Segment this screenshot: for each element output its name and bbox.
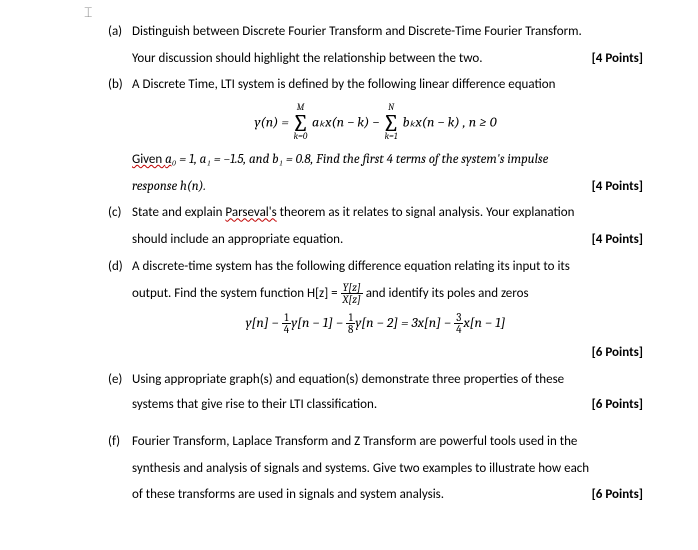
points-f: [6 Points] xyxy=(592,483,643,508)
eqd-p3: y[n − 2] = 3x[n] − xyxy=(355,314,454,331)
a0-wavy: a₀ xyxy=(165,152,176,167)
points-d: [6 Points] xyxy=(108,341,643,366)
eq-b-lhs: y(n) = xyxy=(254,113,292,130)
text-f-line1: Fourier Transform, Laplace Transform and… xyxy=(132,430,643,455)
eqd-f1: 14 xyxy=(282,312,291,335)
given-rest: = 1, a₁ = −1.5, and b₁ = 0.8, Find the f… xyxy=(176,152,548,167)
text-c-line2: [4 Points] should include an appropriate… xyxy=(108,228,643,253)
points-b: [4 Points] xyxy=(592,175,643,200)
label-c: (c) xyxy=(108,201,132,226)
label-f: (f) xyxy=(108,430,132,455)
eqd-p1: y[n] − xyxy=(246,314,282,331)
text-f-line3-content: of these transforms are used in signals … xyxy=(132,487,444,502)
question-c: (c) State and explain Parseval's theorem… xyxy=(108,201,643,226)
spacer xyxy=(108,416,643,430)
c-post: theorem as it relates to signal analysis… xyxy=(277,205,575,220)
eq-b-term1: aₖx(n − k) − xyxy=(312,113,382,130)
points-a: [4 Points] xyxy=(592,47,643,72)
text-c-line2-content: should include an appropriate equation. xyxy=(132,232,343,247)
f2d: 8 xyxy=(346,323,355,335)
text-f-line3: [6 Points] of these transforms are used … xyxy=(108,483,643,508)
label-b: (b) xyxy=(108,73,132,98)
eqd-p2: y[n − 1] − xyxy=(291,314,346,331)
label-a: (a) xyxy=(108,20,132,45)
eq-b-sum1: M ∑ k=0 xyxy=(292,104,309,142)
f2n: 1 xyxy=(346,312,355,323)
eq-b-term2: bₖx(n − k) , n ≥ 0 xyxy=(403,113,497,130)
text-a-line2: [4 Points] Your discussion should highli… xyxy=(108,47,643,72)
question-e: (e) Using appropriate graph(s) and equat… xyxy=(108,368,643,393)
eqd-f2: 18 xyxy=(346,312,355,335)
question-a: (a) Distinguish between Discrete Fourier… xyxy=(108,20,643,45)
text-b-line1: A Discrete Time, LTI system is defined b… xyxy=(132,73,643,98)
d-frac: Y[z]X[z] xyxy=(341,282,363,305)
text-b-line3-content: response h(n). xyxy=(132,179,206,194)
text-d-line2: output. Find the system function H[z] = … xyxy=(108,282,643,307)
eqd-p4: x[n − 1] xyxy=(463,314,505,331)
text-e-line1: Using appropriate graph(s) and equation(… xyxy=(132,368,643,393)
question-f: (f) Fourier Transform, Laplace Transform… xyxy=(108,430,643,455)
text-b-given: Given a₀ = 1, a₁ = −1.5, and b₁ = 0.8, F… xyxy=(108,148,643,173)
c-pre: State and explain xyxy=(132,205,225,220)
label-d: (d) xyxy=(108,255,132,280)
f1n: 1 xyxy=(282,312,291,323)
points-e: [6 Points] xyxy=(592,395,643,415)
given-wavy: Given xyxy=(132,152,165,167)
d-frac-d: X[z] xyxy=(341,293,363,305)
sum2-bot: k=1 xyxy=(383,133,400,142)
ruler-marker: ⌶ xyxy=(84,0,92,27)
label-e: (e) xyxy=(108,368,132,393)
equation-b: y(n) = M ∑ k=0 aₖx(n − k) − N ∑ k=1 bₖx(… xyxy=(108,104,643,142)
points-c: [4 Points] xyxy=(592,228,643,253)
text-e-line2-content: systems that give rise to their LTI clas… xyxy=(132,397,377,412)
d-l2-post: and identify its poles and zeros xyxy=(363,286,529,301)
text-c-line1: State and explain Parseval's theorem as … xyxy=(132,201,643,226)
d-l2-pre: output. Find the system function H[z] = xyxy=(132,286,341,301)
question-d: (d) A discrete-time system has the follo… xyxy=(108,255,643,280)
text-a-line1: Distinguish between Discrete Fourier Tra… xyxy=(132,20,643,45)
eq-b-sum2: N ∑ k=1 xyxy=(383,104,400,142)
text-a-line2-content: Your discussion should highlight the rel… xyxy=(132,51,483,66)
c-wavy: Parseval's xyxy=(225,205,276,220)
question-b: (b) A Discrete Time, LTI system is defin… xyxy=(108,73,643,98)
text-b-line3: [4 Points] response h(n). xyxy=(108,175,643,200)
equation-d: y[n] − 14y[n − 1] − 18y[n − 2] = 3x[n] −… xyxy=(108,312,643,335)
text-e-line2: [6 Points] systems that give rise to the… xyxy=(108,395,643,415)
f1d: 4 xyxy=(282,323,291,335)
text-f-line2: synthesis and analysis of signals and sy… xyxy=(108,457,643,482)
sum1-bot: k=0 xyxy=(292,133,309,142)
text-d-line1: A discrete-time system has the following… xyxy=(132,255,643,280)
d-frac-n: Y[z] xyxy=(341,282,363,293)
